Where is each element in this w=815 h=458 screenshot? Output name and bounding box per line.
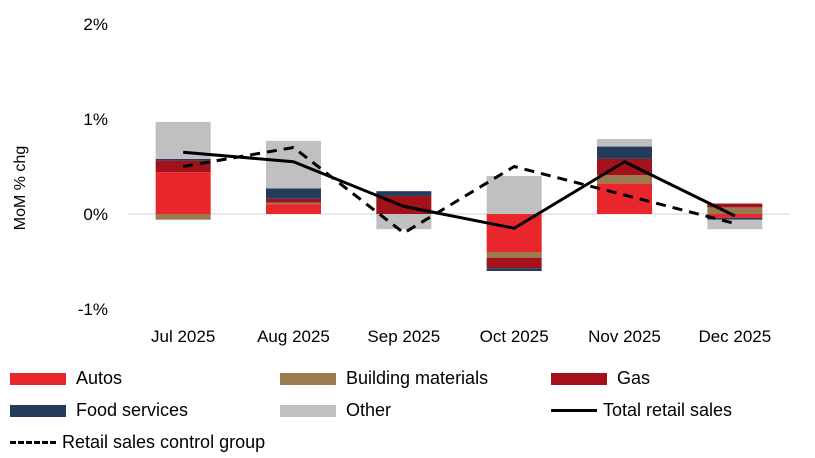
bar-segment-food-services (155, 158, 211, 161)
bar-segment-food-services (707, 217, 763, 220)
bar-segment-other (597, 138, 652, 147)
chart-legend: Autos Building materials Gas Food servic… (0, 362, 815, 458)
legend-label-control-group: Retail sales control group (62, 432, 266, 452)
bar-segment-building-materials (266, 202, 321, 205)
bar-segment-gas (266, 198, 321, 203)
bar-segment-other (707, 219, 763, 230)
bar-segment-food-services (597, 146, 652, 159)
bar-segment-building-materials (486, 252, 542, 258)
total-retail-sales-line-swatch (551, 409, 597, 412)
food-services-swatch (10, 404, 66, 417)
bar-segment-food-services (266, 188, 321, 199)
bar-segment-autos (266, 204, 321, 214)
legend-label-autos: Autos (76, 368, 123, 388)
legend-item-gas: Gas (551, 368, 650, 389)
x-tick-label: Jul 2025 (151, 327, 215, 346)
bar-segment-building-materials (707, 207, 763, 214)
retail-sales-chart: -1% 0% 1% 2% Jul 2025 Aug 2025 Sep 2025 Oct 202… (12, 15, 790, 346)
legend-label-total-retail-sales: Total retail sales (603, 400, 733, 420)
legend-label-building-materials: Building materials (346, 368, 489, 388)
y-tick-label: 1% (83, 110, 108, 129)
bar-segment-other (376, 214, 432, 230)
total-retail-sales-line (183, 150, 736, 230)
y-tick-label: 0% (83, 205, 108, 224)
building-materials-swatch (280, 372, 336, 385)
legend-label-gas: Gas (617, 368, 651, 388)
bar-segment-gas (707, 203, 763, 208)
control-group-line-swatch (10, 441, 56, 444)
bar-segment-food-services (486, 268, 542, 271)
bar-segment-gas (486, 257, 542, 269)
y-axis-label: MoM % chg (12, 146, 29, 230)
y-tick-label: -1% (78, 300, 108, 319)
control-group-line (182, 146, 736, 235)
gas-swatch (551, 372, 607, 385)
autos-swatch (10, 372, 66, 385)
legend-item-autos: Autos (10, 368, 122, 389)
x-tick-label: Aug 2025 (257, 327, 330, 346)
legend-item-other: Other (280, 400, 391, 421)
x-tick-label: Sep 2025 (367, 327, 440, 346)
legend-item-building-materials: Building materials (280, 368, 488, 389)
x-tick-label: Oct 2025 (480, 327, 549, 346)
legend-label-other: Other (346, 400, 392, 420)
bar-segment-building-materials (597, 175, 652, 184)
legend-item-control-group: Retail sales control group (10, 432, 265, 453)
y-tick-label: 2% (83, 15, 108, 34)
bar-segment-building-materials (155, 214, 211, 220)
bar-segment-autos (486, 214, 542, 252)
legend-item-total-retail-sales: Total retail sales (551, 400, 732, 421)
bar-segment-other (486, 176, 542, 214)
legend-item-food-services: Food services (10, 400, 188, 421)
x-tick-label: Dec 2025 (698, 327, 771, 346)
bar-segment-food-services (376, 191, 432, 196)
bar-segment-autos (155, 172, 211, 214)
x-tick-label: Nov 2025 (588, 327, 661, 346)
legend-label-food-services: Food services (76, 400, 189, 420)
other-swatch (280, 404, 336, 417)
